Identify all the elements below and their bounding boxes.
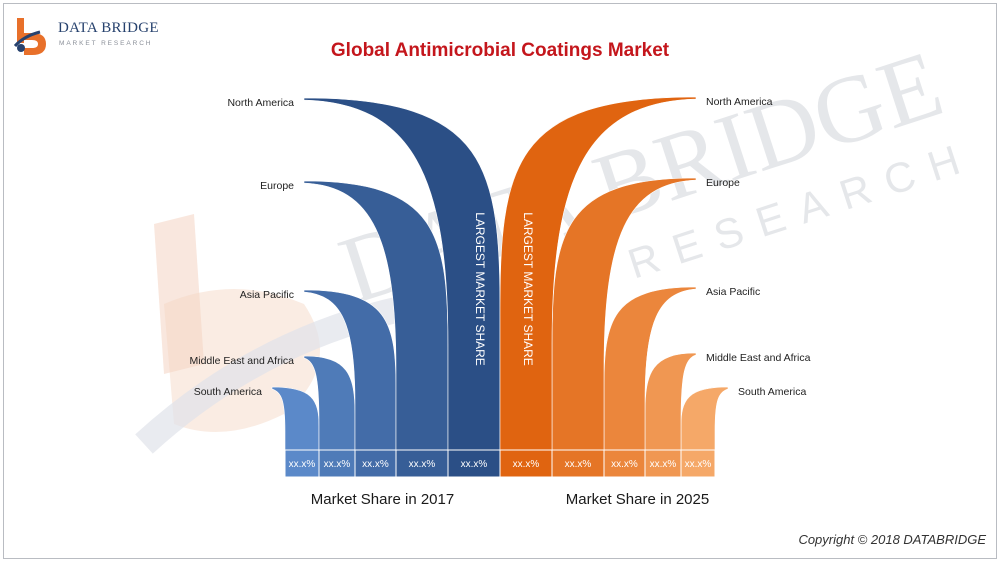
value-label-2017-asia-pacific: xx.x% (362, 459, 389, 470)
logo-mark-icon (14, 18, 46, 55)
value-cell-2025-north-america (499, 449, 553, 478)
category-label-2025-europe: Europe (706, 177, 740, 189)
brand-logo: DATA BRIDGE MARKET RESEARCH (14, 14, 159, 58)
value-label-2017-north-america: xx.x% (461, 459, 488, 470)
infographic-frame: DATA BRIDGE RESEARCH xx.x% xx.x% xx.x% xx.x%… (3, 3, 997, 559)
series-label-2025: Market Share in 2025 (566, 491, 709, 508)
category-label-2017-middle-east-and-africa: Middle East and Africa (190, 355, 295, 367)
brand-name: DATA BRIDGE (58, 20, 159, 36)
bars-group (271, 96, 729, 478)
copyright-text: Copyright © 2018 DATABRIDGE (798, 532, 986, 547)
chart-title: Global Antimicrobial Coatings Market (330, 40, 670, 61)
category-label-2025-middle-east-and-africa: Middle East and Africa (706, 352, 811, 364)
value-cell-2017-europe (395, 449, 449, 478)
category-label-2025-north-america: North America (706, 96, 773, 108)
annotation-2017: LARGEST MARKET SHARE (473, 212, 487, 366)
labels-group: xx.x% xx.x% xx.x% xx.x% xx.x% North America Eu… (190, 96, 811, 508)
series-label-2017: Market Share in 2017 (311, 491, 454, 508)
category-label-2017-asia-pacific: Asia Pacific (240, 289, 294, 301)
value-cell-2025-europe (551, 449, 605, 478)
value-label-2025-north-america: xx.x% (513, 459, 540, 470)
category-label-2017-north-america: North America (227, 97, 294, 109)
value-cell-2025-middle-east-and-africa (644, 449, 682, 478)
value-label-2025-europe: xx.x% (565, 459, 592, 470)
value-cell-2017-middle-east-and-africa (318, 449, 356, 478)
value-label-2025-middle-east-and-africa: xx.x% (650, 459, 677, 470)
category-label-2017-south-america: South America (194, 386, 262, 398)
value-cell-2025-south-america (680, 449, 716, 478)
bar-2025-south-america (680, 386, 729, 451)
category-label-2017-europe: Europe (260, 180, 294, 192)
value-cell-2017-asia-pacific (354, 449, 397, 478)
brand-subtitle: MARKET RESEARCH (59, 40, 153, 47)
value-label-2017-middle-east-and-africa: xx.x% (324, 459, 351, 470)
value-label-2025-south-america: xx.x% (685, 459, 712, 470)
value-label-2017-europe: xx.x% (409, 459, 436, 470)
value-cell-2017-south-america (284, 449, 320, 478)
watermark-logo-stem (154, 214, 204, 374)
watermark-logo-swoosh (135, 291, 427, 454)
category-label-2025-south-america: South America (738, 386, 806, 398)
annotation-2025: LARGEST MARKET SHARE (521, 212, 535, 366)
value-cell-2025-asia-pacific (603, 449, 646, 478)
value-label-2017-south-america: xx.x% (289, 459, 316, 470)
category-label-2025-asia-pacific: Asia Pacific (706, 286, 760, 298)
value-label-2025-asia-pacific: xx.x% (611, 459, 638, 470)
